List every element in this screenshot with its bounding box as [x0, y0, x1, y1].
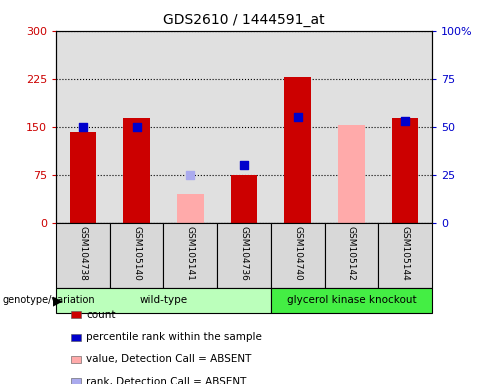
Text: rank, Detection Call = ABSENT: rank, Detection Call = ABSENT [86, 377, 247, 384]
Point [240, 162, 248, 168]
Text: value, Detection Call = ABSENT: value, Detection Call = ABSENT [86, 354, 252, 364]
Text: GSM104736: GSM104736 [240, 226, 248, 281]
Text: GSM105140: GSM105140 [132, 226, 141, 281]
Bar [378, 223, 432, 288]
Bar [230, 175, 258, 223]
Bar [163, 223, 217, 288]
Bar [392, 118, 419, 223]
Bar [56, 288, 271, 313]
Text: GDS2610 / 1444591_at: GDS2610 / 1444591_at [163, 13, 325, 27]
Bar [325, 223, 378, 288]
Text: GSM104740: GSM104740 [293, 226, 302, 281]
Bar [217, 223, 271, 288]
Text: GSM105141: GSM105141 [186, 226, 195, 281]
Bar [271, 288, 432, 313]
Bar [284, 77, 311, 223]
Text: GSM104738: GSM104738 [79, 226, 87, 281]
Bar [177, 194, 204, 223]
Bar [338, 125, 365, 223]
Text: count: count [86, 310, 116, 320]
Bar [70, 132, 97, 223]
Text: GSM105144: GSM105144 [401, 226, 409, 281]
Text: ▶: ▶ [53, 294, 62, 307]
Point [294, 114, 302, 120]
Bar [271, 223, 325, 288]
Point [401, 118, 409, 124]
Text: glycerol kinase knockout: glycerol kinase knockout [286, 295, 416, 306]
Bar [110, 223, 163, 288]
Point [79, 124, 87, 130]
Point [133, 124, 141, 130]
Text: GSM105142: GSM105142 [347, 226, 356, 281]
Bar [123, 118, 150, 223]
Text: wild-type: wild-type [140, 295, 187, 306]
Text: genotype/variation: genotype/variation [2, 295, 95, 306]
Bar [56, 223, 110, 288]
Text: percentile rank within the sample: percentile rank within the sample [86, 332, 262, 342]
Point [186, 172, 194, 178]
